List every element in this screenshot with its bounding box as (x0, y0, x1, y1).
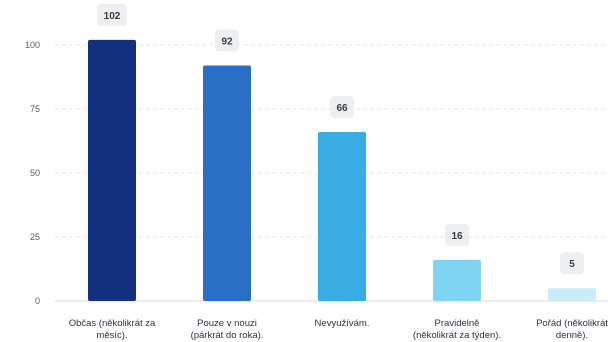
value-label-box (215, 29, 239, 52)
bar (203, 65, 251, 301)
bar (548, 288, 596, 301)
category-label: Pořád (několikrát denně). (536, 318, 608, 341)
category-label: Pouze v nouzi (párkrát do roka). (191, 318, 264, 341)
category-labels: Občas (několikrát za měsíc). Pouze v nouzi… (69, 318, 608, 341)
bar (433, 260, 481, 301)
y-tick-label: 100 (25, 40, 40, 50)
value-label: 92 (221, 36, 233, 47)
y-axis-ticks: 0 25 50 75 100 (25, 40, 40, 306)
value-label-box (97, 3, 127, 26)
bar (318, 132, 366, 301)
y-tick-label: 0 (35, 296, 40, 306)
bars (88, 39, 596, 301)
y-tick-label: 25 (30, 232, 40, 242)
value-label: 5 (569, 259, 575, 270)
value-label: 16 (451, 231, 463, 242)
value-label-box (330, 96, 354, 119)
bar (88, 39, 136, 301)
category-label: Pravidelně (několikrát za týden). (413, 318, 501, 341)
y-tick-label: 50 (30, 168, 40, 178)
value-label: 102 (104, 11, 121, 22)
y-tick-label: 75 (30, 104, 40, 114)
category-label: Občas (několikrát za měsíc). (69, 318, 156, 341)
value-label-box (560, 252, 584, 275)
category-label: Nevyužívám. (315, 318, 370, 329)
value-labels: 102 92 66 16 5 (97, 3, 584, 275)
value-label-box (445, 224, 469, 247)
value-label: 66 (336, 103, 348, 114)
